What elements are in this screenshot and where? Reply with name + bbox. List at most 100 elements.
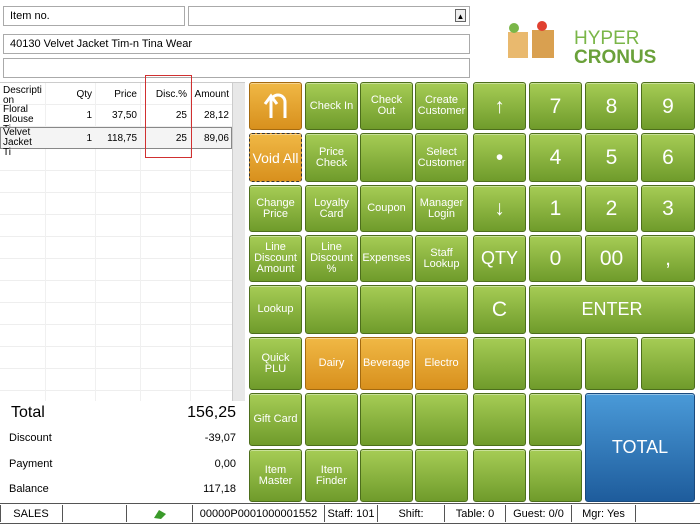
numeric-key[interactable]: ENTER bbox=[529, 285, 695, 334]
function-key[interactable]: Item Master bbox=[249, 449, 302, 502]
function-key[interactable]: Loyalty Card bbox=[305, 185, 358, 232]
function-key[interactable] bbox=[305, 393, 358, 446]
numeric-key[interactable]: 6 bbox=[641, 133, 695, 182]
row-line bbox=[0, 302, 232, 303]
dropdown[interactable]: ▲ bbox=[188, 6, 470, 26]
input-field[interactable] bbox=[3, 58, 470, 78]
status-icon bbox=[153, 509, 166, 519]
numeric-key[interactable]: 1 bbox=[529, 185, 582, 232]
numeric-key[interactable] bbox=[529, 393, 582, 446]
numeric-key[interactable]: 00 bbox=[585, 235, 638, 282]
function-key[interactable] bbox=[360, 393, 413, 446]
key-label: Item Finder bbox=[315, 463, 348, 487]
header-cell: Description bbox=[3, 85, 42, 106]
key-label: Expenses bbox=[362, 252, 411, 264]
numeric-key[interactable]: • bbox=[473, 133, 526, 182]
key-label: 4 bbox=[549, 146, 562, 169]
key-label: Price Check bbox=[315, 145, 348, 169]
key-label: Coupon bbox=[367, 202, 406, 214]
bag-icon bbox=[508, 32, 528, 58]
function-key[interactable]: Gift Card bbox=[249, 393, 302, 446]
function-key[interactable] bbox=[360, 285, 413, 334]
function-key[interactable]: Change Price bbox=[249, 185, 302, 232]
key-label: 2 bbox=[605, 197, 618, 220]
function-key[interactable]: Void All bbox=[249, 133, 302, 182]
function-key[interactable]: Item Finder bbox=[305, 449, 358, 502]
function-key[interactable]: Beverage bbox=[360, 337, 413, 390]
status-cell: Staff: 101 bbox=[325, 505, 378, 522]
function-key[interactable]: Quick PLU bbox=[249, 337, 302, 390]
key-label: ↓ bbox=[494, 197, 505, 220]
function-key[interactable] bbox=[249, 82, 302, 130]
function-key[interactable]: Dairy bbox=[305, 337, 358, 390]
function-key[interactable]: Coupon bbox=[360, 185, 413, 232]
function-key[interactable] bbox=[360, 449, 413, 502]
numeric-key[interactable]: , bbox=[641, 235, 695, 282]
numeric-key[interactable]: 5 bbox=[585, 133, 638, 182]
col-line bbox=[190, 83, 191, 401]
numeric-key[interactable]: C bbox=[473, 285, 526, 334]
numeric-key[interactable] bbox=[641, 337, 695, 390]
row-line bbox=[0, 104, 232, 105]
numeric-key[interactable]: 8 bbox=[585, 82, 638, 130]
function-key[interactable]: Staff Lookup bbox=[415, 235, 468, 282]
numeric-key[interactable]: 7 bbox=[529, 82, 582, 130]
numeric-key[interactable]: ↑ bbox=[473, 82, 526, 130]
item-text-field[interactable]: 40130 Velvet Jacket Tim-n Tina Wear bbox=[3, 34, 470, 54]
dropdown-arrow[interactable]: ▲ bbox=[455, 9, 466, 22]
function-key[interactable] bbox=[305, 285, 358, 334]
key-label: 7 bbox=[549, 94, 562, 118]
numeric-key[interactable]: 3 bbox=[641, 185, 695, 232]
numeric-key[interactable] bbox=[529, 337, 582, 390]
numeric-key[interactable]: 0 bbox=[529, 235, 582, 282]
table-cell: 25 bbox=[175, 110, 187, 121]
function-key[interactable] bbox=[415, 285, 468, 334]
function-key[interactable]: Check In bbox=[305, 82, 358, 130]
total-value: -39,07 bbox=[204, 432, 236, 444]
item-no-field[interactable]: Item no. bbox=[3, 6, 185, 26]
function-key[interactable]: Lookup bbox=[249, 285, 302, 334]
key-label: Beverage bbox=[362, 357, 411, 369]
numeric-key[interactable]: 9 bbox=[641, 82, 695, 130]
numeric-key[interactable] bbox=[473, 393, 526, 446]
status-cell: SALES bbox=[0, 505, 63, 522]
numeric-key[interactable]: QTY bbox=[473, 235, 526, 282]
function-key[interactable]: Manager Login bbox=[415, 185, 468, 232]
function-key[interactable]: Line Discount % bbox=[305, 235, 358, 282]
numeric-key[interactable] bbox=[585, 337, 638, 390]
total-label: Balance bbox=[9, 483, 49, 495]
function-key[interactable]: Select Customer bbox=[415, 133, 468, 182]
key-label: Line Discount Amount bbox=[254, 241, 297, 275]
function-key[interactable] bbox=[360, 133, 413, 182]
numeric-key[interactable]: TOTAL bbox=[585, 393, 695, 502]
numeric-key[interactable] bbox=[473, 337, 526, 390]
total-label: Total bbox=[11, 404, 45, 421]
function-key[interactable] bbox=[415, 449, 468, 502]
function-key[interactable]: Electro bbox=[415, 337, 468, 390]
function-key[interactable]: Create Customer bbox=[415, 82, 468, 130]
status-cell bbox=[0, 505, 1, 522]
key-label: Manager Login bbox=[419, 196, 464, 220]
key-label: , bbox=[665, 247, 671, 270]
scrollbar[interactable] bbox=[232, 83, 245, 401]
function-key[interactable]: Expenses bbox=[360, 235, 413, 282]
total-value: 156,25 bbox=[187, 404, 236, 421]
col-line bbox=[140, 83, 141, 401]
numeric-key[interactable] bbox=[529, 449, 582, 502]
numeric-key[interactable]: 4 bbox=[529, 133, 582, 182]
key-label: Void All bbox=[252, 149, 299, 166]
total-label: Discount bbox=[9, 432, 52, 444]
key-label: 9 bbox=[662, 94, 674, 118]
key-label: Loyalty Card bbox=[314, 196, 349, 220]
logo-text: HYPER bbox=[574, 28, 639, 49]
function-key[interactable]: Price Check bbox=[305, 133, 358, 182]
table-cell: 1 bbox=[86, 133, 92, 144]
numeric-key[interactable]: ↓ bbox=[473, 185, 526, 232]
status-cell: Table: 0 bbox=[445, 505, 506, 522]
numeric-key[interactable] bbox=[473, 449, 526, 502]
function-key[interactable]: Check Out bbox=[360, 82, 413, 130]
function-key[interactable]: Line Discount Amount bbox=[249, 235, 302, 282]
numeric-key[interactable]: 2 bbox=[585, 185, 638, 232]
table-cell: 28,12 bbox=[203, 110, 229, 121]
function-key[interactable] bbox=[415, 393, 468, 446]
